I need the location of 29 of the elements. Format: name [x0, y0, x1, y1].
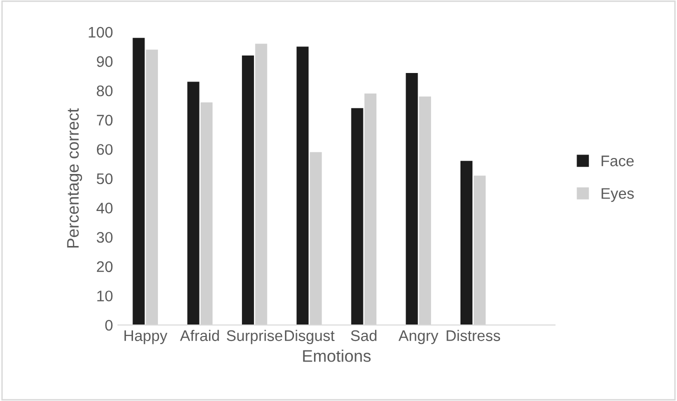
x-tick-label: Surprise: [226, 330, 282, 344]
y-tick-label: 30: [96, 232, 113, 243]
bar: [351, 108, 364, 325]
y-tick-label: 0: [105, 320, 113, 331]
x-tick-label: Happy: [124, 330, 168, 344]
x-tick-label: Distress: [446, 330, 500, 342]
bar: [242, 55, 254, 325]
y-tick-label: 50: [96, 173, 113, 184]
legend-label: Face: [602, 156, 634, 166]
x-tick-label: Sad: [350, 330, 376, 342]
x-axis-title: Emotions: [303, 350, 371, 362]
x-tick-label: Afraid: [180, 330, 219, 342]
y-tick-label: 90: [96, 56, 113, 67]
legend-label: Eyes: [602, 188, 634, 202]
y-axis-title: Percentage correct: [67, 108, 82, 248]
y-tick-label: 60: [96, 144, 113, 155]
y-tick-label: 80: [96, 85, 113, 96]
x-tick-label: Angry: [398, 330, 438, 344]
y-tick-label: 100: [88, 26, 113, 38]
bar: [406, 73, 418, 325]
bar: [460, 160, 472, 325]
y-tick-label: 40: [96, 202, 113, 214]
bar: [296, 46, 309, 325]
bar: [187, 82, 200, 325]
bar: [132, 38, 145, 325]
x-tick-label: Disgust: [284, 330, 335, 344]
y-tick-label: 70: [96, 114, 113, 126]
y-tick-label: 10: [97, 290, 113, 302]
y-tick-label: 20: [96, 261, 113, 272]
